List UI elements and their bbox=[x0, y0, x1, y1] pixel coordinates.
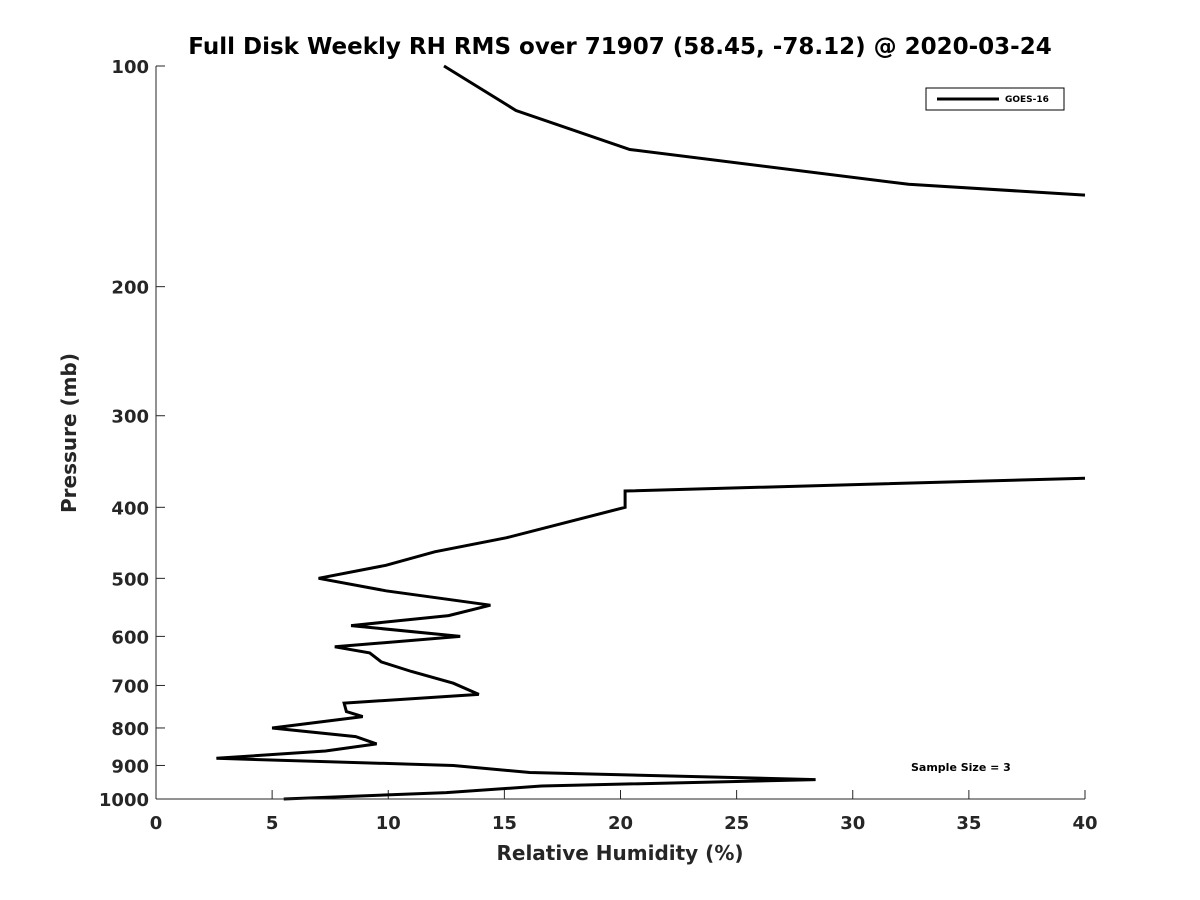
y-tick-label: 1000 bbox=[99, 790, 149, 811]
y-axis-label: Pressure (mb) bbox=[57, 353, 81, 513]
y-tick-label: 400 bbox=[111, 498, 149, 519]
x-tick-label: 30 bbox=[840, 813, 865, 834]
legend: GOES-16 bbox=[925, 87, 1065, 111]
y-tick-label: 900 bbox=[111, 756, 149, 777]
series-line-goes-16-segment-1 bbox=[216, 476, 1086, 801]
y-axis-ticks: 100 200 300 400 500 600 700 800 900 1000 bbox=[99, 57, 165, 811]
chart-title: Full Disk Weekly RH RMS over 71907 (58.4… bbox=[188, 34, 1051, 60]
y-tick-label: 600 bbox=[111, 627, 149, 648]
x-axis-label: Relative Humidity (%) bbox=[496, 841, 743, 865]
series-layer bbox=[216, 64, 1086, 801]
y-tick-label: 100 bbox=[111, 57, 149, 78]
y-tick-label: 800 bbox=[111, 719, 149, 740]
series-line-goes-16-segment-0 bbox=[443, 64, 1086, 197]
x-tick-label: 40 bbox=[1072, 813, 1097, 834]
x-tick-label: 35 bbox=[956, 813, 981, 834]
y-tick-label: 700 bbox=[111, 676, 149, 697]
plot-frame bbox=[155, 66, 1085, 800]
x-tick-label: 25 bbox=[724, 813, 749, 834]
y-tick-label: 300 bbox=[111, 407, 149, 428]
x-tick-label: 0 bbox=[150, 813, 163, 834]
sample-size-annotation: Sample Size = 3 bbox=[911, 761, 1011, 774]
x-tick-label: 5 bbox=[266, 813, 279, 834]
x-tick-label: 15 bbox=[492, 813, 517, 834]
x-axis-ticks: 0 5 10 15 20 25 30 35 40 bbox=[150, 790, 1098, 834]
y-tick-label: 500 bbox=[111, 569, 149, 590]
legend-entry-goes-16: GOES-16 bbox=[1005, 95, 1049, 105]
x-tick-label: 20 bbox=[608, 813, 633, 834]
y-tick-label: 200 bbox=[111, 278, 149, 299]
x-tick-label: 10 bbox=[376, 813, 401, 834]
